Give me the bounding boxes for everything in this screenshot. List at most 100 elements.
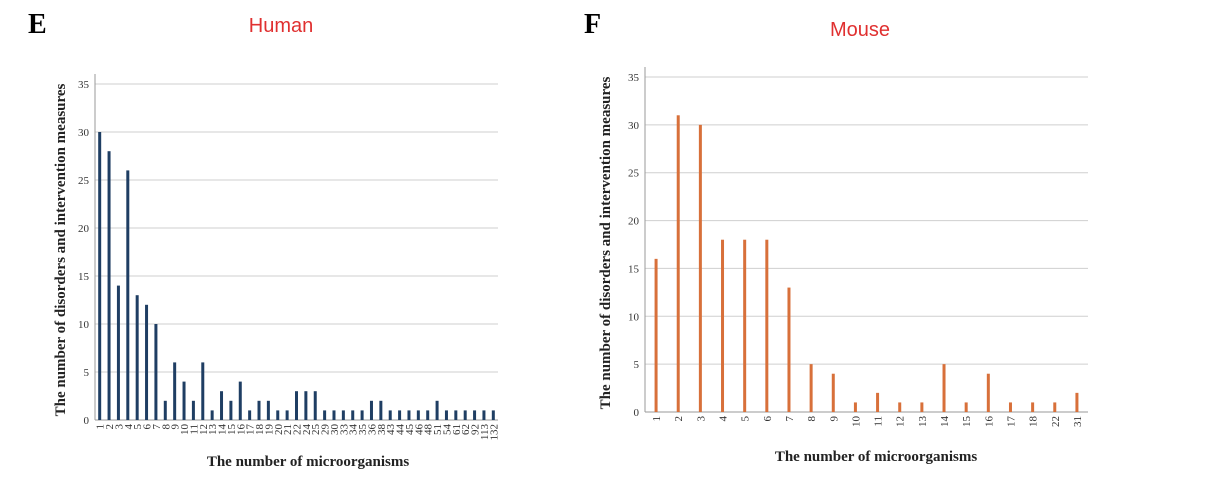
- x-tick-label: 92: [470, 424, 482, 435]
- bar: [1008, 402, 1012, 412]
- bar: [304, 391, 308, 420]
- x-axis-label-mouse: The number of microorganisms: [775, 449, 978, 465]
- bar: [229, 400, 233, 420]
- x-tick-label: 22: [1050, 416, 1062, 427]
- x-tick-label: 11: [188, 424, 200, 435]
- bar: [313, 391, 317, 420]
- bar: [379, 400, 383, 420]
- x-tick-label: 13: [207, 424, 219, 436]
- x-tick-label: 17: [1005, 416, 1017, 428]
- x-tick-label: 18: [254, 424, 266, 436]
- bar: [676, 115, 680, 413]
- bar: [182, 381, 186, 420]
- x-tick-label: 12: [895, 416, 907, 427]
- bar: [942, 364, 946, 412]
- bar: [986, 373, 990, 412]
- y-tick-label: 5: [84, 367, 90, 379]
- bar: [145, 304, 149, 420]
- x-tick-label: 6: [142, 424, 154, 430]
- x-tick-label: 15: [961, 416, 973, 428]
- bar: [454, 410, 458, 420]
- bar: [332, 410, 336, 420]
- x-tick-label: 25: [310, 424, 322, 436]
- bar: [191, 400, 195, 420]
- bar: [787, 287, 791, 412]
- bar: [831, 373, 835, 412]
- x-tick-label: 61: [451, 424, 463, 435]
- y-tick-label: 10: [628, 311, 640, 323]
- panel-letter-f: F: [584, 9, 601, 40]
- x-tick-label: 14: [217, 424, 229, 436]
- x-tick-label: 14: [939, 416, 951, 428]
- x-tick-label: 13: [917, 416, 929, 428]
- bar: [201, 362, 205, 420]
- bar: [163, 400, 167, 420]
- x-tick-label: 31: [1072, 416, 1084, 427]
- bar: [463, 410, 467, 420]
- x-tick-label: 7: [784, 416, 796, 422]
- x-tick-label: 62: [460, 424, 472, 435]
- bar: [248, 410, 252, 420]
- bar: [435, 400, 439, 420]
- x-tick-label: 6: [762, 416, 774, 422]
- x-tick-label: 44: [395, 424, 407, 436]
- bar: [341, 410, 345, 420]
- bar: [116, 285, 120, 420]
- x-tick-label: 1: [651, 416, 663, 422]
- x-tick-label: 4: [718, 416, 730, 422]
- x-tick-label: 43: [385, 424, 397, 436]
- x-tick-label: 10: [179, 424, 191, 436]
- bar: [920, 402, 924, 412]
- y-tick-label: 25: [628, 168, 640, 180]
- bar: [257, 400, 261, 420]
- x-tick-label: 15: [226, 424, 238, 436]
- x-tick-label: 5: [740, 416, 752, 422]
- x-tick-label: 3: [113, 424, 125, 430]
- bar: [765, 239, 769, 412]
- x-tick-label: 45: [404, 424, 416, 436]
- bar: [107, 151, 111, 420]
- y-tick-label: 10: [78, 319, 90, 331]
- bar: [173, 362, 177, 420]
- x-tick-label: 5: [132, 424, 144, 430]
- x-tick-label: 17: [245, 424, 257, 436]
- y-tick-label: 15: [628, 263, 640, 275]
- x-tick-label: 48: [423, 424, 435, 436]
- bar: [876, 392, 880, 412]
- y-tick-label: 30: [78, 127, 90, 139]
- bar: [154, 324, 158, 420]
- bar: [853, 402, 857, 412]
- bar: [323, 410, 327, 420]
- bar: [135, 295, 139, 420]
- bar: [360, 410, 364, 420]
- y-tick-label: 0: [84, 415, 90, 427]
- bar: [416, 410, 420, 420]
- bar: [1031, 402, 1035, 412]
- bar: [654, 258, 658, 412]
- x-tick-label: 30: [329, 424, 341, 436]
- x-tick-label: 10: [850, 416, 862, 428]
- x-tick-label: 33: [338, 424, 350, 436]
- bar: [210, 410, 214, 420]
- bar: [426, 410, 430, 420]
- x-tick-label: 29: [320, 424, 332, 436]
- bar: [388, 410, 392, 420]
- x-tick-label: 1: [95, 424, 107, 430]
- bar: [285, 410, 289, 420]
- y-tick-label: 0: [634, 407, 640, 419]
- x-tick-label: 35: [357, 424, 369, 436]
- x-tick-label: 16: [235, 424, 247, 436]
- bar: [964, 402, 968, 412]
- x-tick-label: 12: [198, 424, 210, 435]
- x-tick-label: 7: [151, 424, 163, 430]
- x-tick-label: 46: [413, 424, 425, 436]
- x-tick-label: 18: [1028, 416, 1040, 428]
- x-tick-label: 54: [441, 424, 453, 436]
- bar: [220, 391, 224, 420]
- bar: [295, 391, 298, 420]
- x-tick-label: 38: [376, 424, 388, 436]
- y-axis-label-mouse: The number of disorders and intervention…: [598, 76, 614, 409]
- chart-title-mouse: Mouse: [830, 19, 890, 41]
